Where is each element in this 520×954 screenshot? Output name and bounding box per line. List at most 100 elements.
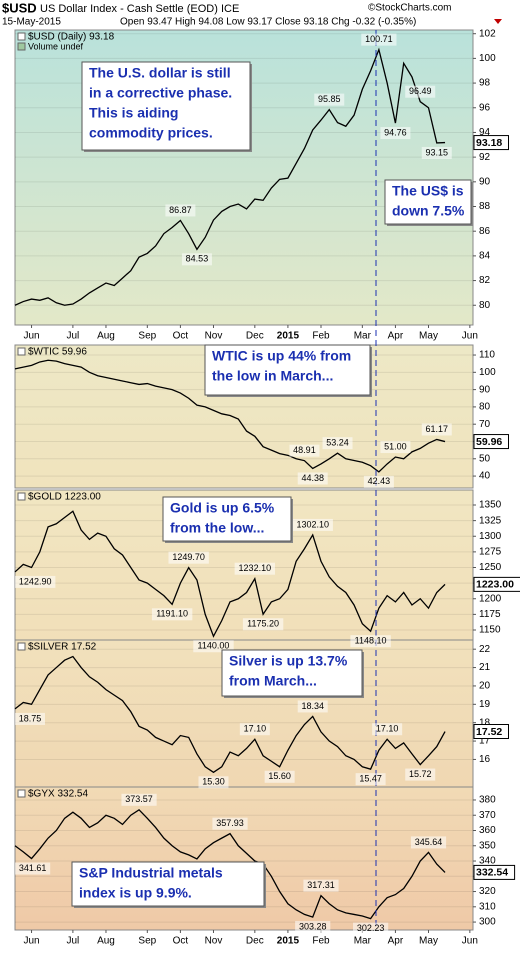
value-label: 1191.10 xyxy=(156,609,188,619)
value-label: 1232.10 xyxy=(239,563,272,573)
value-label: 15.72 xyxy=(409,769,432,779)
panel-background xyxy=(14,786,474,931)
callout-text: The US$ is xyxy=(392,183,464,199)
x-tick-label: Aug xyxy=(97,331,115,342)
y-tick-label: 340 xyxy=(479,856,496,867)
value-label-bg xyxy=(193,640,234,653)
x-tick-label: Apr xyxy=(388,936,404,947)
y-tick-label: 310 xyxy=(479,901,496,912)
title-icon xyxy=(17,789,26,798)
price-line xyxy=(14,655,446,774)
instrument-name: US Dollar Index - Cash Settle (EOD) ICE xyxy=(40,3,239,15)
value-label-bg xyxy=(297,700,328,713)
y-tick-label: 1250 xyxy=(479,562,502,573)
y-tick-label: 17 xyxy=(479,736,491,747)
y-tick-label: 94 xyxy=(479,127,491,138)
y-tick-label: 86 xyxy=(479,226,491,237)
y-tick-label: 1275 xyxy=(479,547,502,558)
value-label-bg xyxy=(303,879,339,892)
value-label-bg xyxy=(289,444,320,457)
x-tick-label: Oct xyxy=(173,936,189,947)
x-tick-label: Jun xyxy=(23,936,39,947)
x-tick-label: Apr xyxy=(388,331,404,342)
panel-title: $GOLD 1223.00 xyxy=(28,492,101,503)
last-value-label: 93.18 xyxy=(476,137,502,149)
value-label-bg xyxy=(361,33,397,46)
x-tick-label: Jun xyxy=(462,331,478,342)
value-label: 18.75 xyxy=(19,713,42,723)
value-label: 303.28 xyxy=(299,921,327,931)
y-tick-label: 20 xyxy=(479,681,491,692)
value-label: 96.49 xyxy=(409,86,432,96)
value-label: 1242.90 xyxy=(19,576,52,586)
value-label-bg xyxy=(242,618,284,631)
title-icon xyxy=(17,347,26,356)
value-label: 42.43 xyxy=(368,476,391,486)
x-tick-label: 2015 xyxy=(277,331,300,342)
value-label: 15.30 xyxy=(202,777,225,787)
value-label-bg xyxy=(15,575,56,588)
y-tick-label: 50 xyxy=(479,453,491,464)
callout-text: commodity prices. xyxy=(89,125,213,141)
value-label-bg xyxy=(181,253,212,266)
y-tick-label: 100 xyxy=(479,367,496,378)
y-tick-label: 16 xyxy=(479,754,491,765)
y-tick-label: 82 xyxy=(479,275,491,286)
value-label: 15.60 xyxy=(268,771,291,781)
value-label: 51.00 xyxy=(384,441,407,451)
quote: Open 93.47 High 94.08 Low 93.17 Close 93… xyxy=(120,17,416,28)
value-label-bg xyxy=(212,817,248,830)
y-tick-label: 110 xyxy=(479,350,495,361)
x-tick-label: Jul xyxy=(66,331,79,342)
value-label-bg xyxy=(264,770,295,783)
value-label-bg xyxy=(151,608,193,621)
y-tick-label: 380 xyxy=(479,795,496,806)
y-tick-label: 1325 xyxy=(479,515,502,526)
callout-text: in a corrective phase. xyxy=(89,85,232,101)
panel-title: $WTIC 59.96 xyxy=(28,347,87,358)
value-label-bg xyxy=(380,127,411,140)
value-label: 18.34 xyxy=(301,701,324,711)
value-label: 357.93 xyxy=(216,818,244,828)
value-label: 1175.20 xyxy=(247,619,279,629)
value-label: 93.15 xyxy=(426,147,449,157)
title-icon xyxy=(17,642,26,651)
x-tick-label: Feb xyxy=(312,331,330,342)
value-label-bg xyxy=(363,475,394,488)
last-value-label: 332.54 xyxy=(476,867,508,879)
y-tick-label: 320 xyxy=(479,886,496,897)
x-tick-label: Nov xyxy=(205,936,223,947)
y-tick-label: 80 xyxy=(479,300,491,311)
y-tick-label: 90 xyxy=(479,176,491,187)
price-line xyxy=(14,510,446,638)
value-label: 86.87 xyxy=(169,205,192,215)
value-label-bg xyxy=(198,776,229,789)
panel-title: $USD (Daily) 93.18 xyxy=(28,32,115,43)
callout-box xyxy=(81,61,251,151)
y-tick-label: 350 xyxy=(479,840,496,851)
callout-box xyxy=(204,344,371,396)
callout-text: from the low... xyxy=(170,520,264,536)
price-line xyxy=(14,359,446,473)
value-label-bg xyxy=(165,204,196,217)
value-label-bg xyxy=(355,773,386,786)
y-tick-label: 1300 xyxy=(479,531,502,542)
callout-box xyxy=(162,496,292,542)
value-label-bg xyxy=(322,437,353,450)
value-label-bg xyxy=(15,862,51,875)
value-label-bg xyxy=(15,712,45,725)
last-value-label: 1223.00 xyxy=(476,579,514,591)
x-tick-label: Jun xyxy=(462,936,478,947)
value-label: 17.10 xyxy=(376,724,399,734)
value-label: 48.91 xyxy=(293,445,316,455)
value-label-bg xyxy=(372,723,403,736)
value-label-bg xyxy=(405,768,436,781)
callout-text: Silver is up 13.7% xyxy=(229,653,348,669)
callout-text: index is up 9.9%. xyxy=(79,885,192,901)
value-label-bg xyxy=(405,85,436,98)
y-tick-label: 1200 xyxy=(479,593,502,604)
value-label-bg xyxy=(350,635,391,648)
callout-box xyxy=(384,179,472,225)
symbol: $USD xyxy=(2,0,37,15)
y-tick-label: 100 xyxy=(479,53,496,64)
